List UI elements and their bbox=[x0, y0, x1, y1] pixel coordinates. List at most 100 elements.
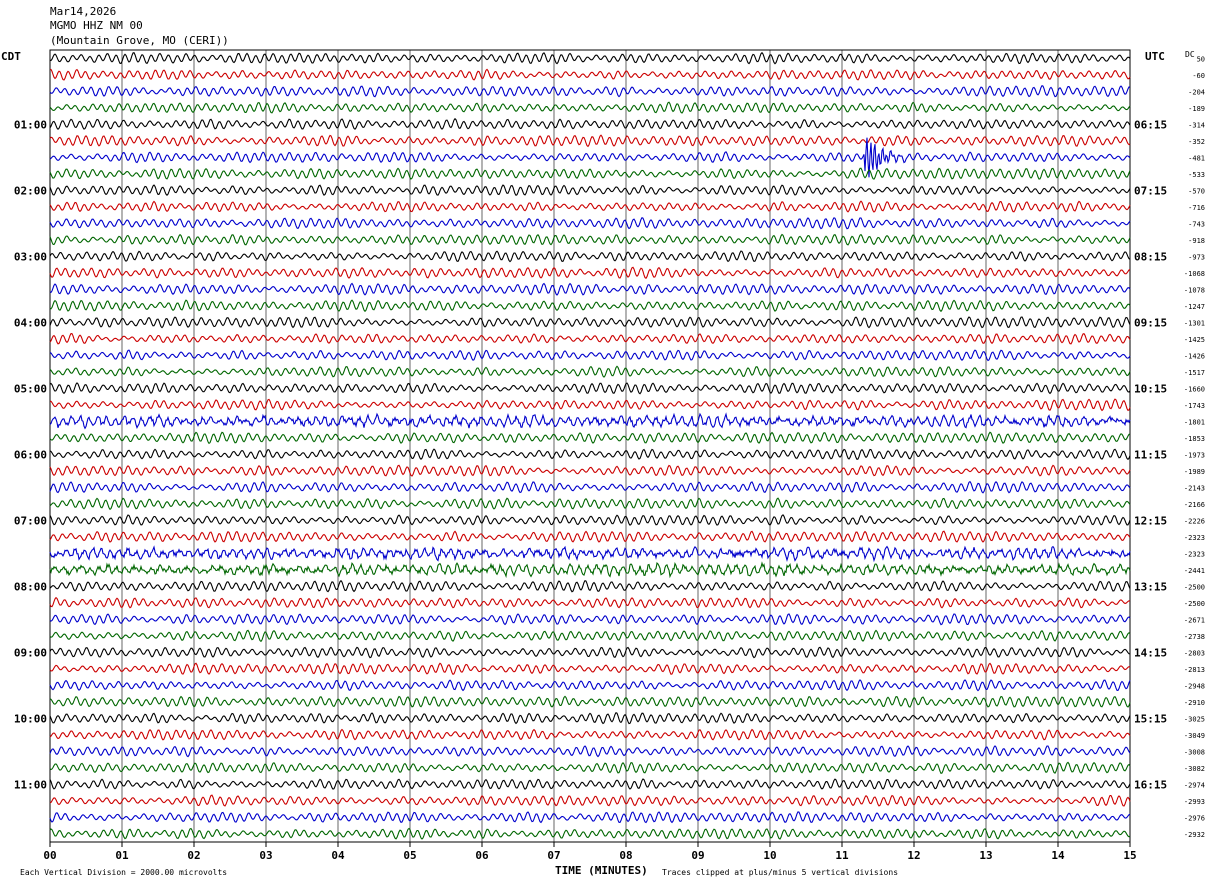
x-tick-label: 08 bbox=[619, 849, 632, 862]
cdt-hour-label: 11:00 bbox=[14, 778, 47, 791]
dc-offset-label: -743 bbox=[1188, 220, 1205, 228]
dc-offset-label: -2976 bbox=[1184, 814, 1205, 822]
trace-line bbox=[49, 431, 1131, 445]
trace-line bbox=[49, 761, 1131, 774]
trace-line bbox=[49, 412, 1131, 430]
cdt-hour-label: 08:00 bbox=[14, 580, 47, 593]
trace-line bbox=[49, 85, 1131, 98]
utc-hour-label: 14:15 bbox=[1134, 646, 1167, 659]
x-tick-label: 04 bbox=[331, 849, 345, 862]
dc-offset-label: -1426 bbox=[1184, 352, 1205, 360]
dc-offset-label: -2993 bbox=[1184, 798, 1205, 806]
dc-offset-label: -2738 bbox=[1184, 633, 1205, 641]
dc-offset-label: -352 bbox=[1188, 138, 1205, 146]
dc-offset-label: -60 bbox=[1192, 72, 1205, 80]
dc-offset-label: -918 bbox=[1188, 237, 1205, 245]
trace-line bbox=[49, 514, 1131, 526]
trace-line bbox=[49, 333, 1131, 345]
dc-offset-label: -2803 bbox=[1184, 649, 1205, 657]
dc-offset-label: -2932 bbox=[1184, 831, 1205, 839]
dc-offset-label: 50 bbox=[1197, 55, 1205, 63]
trace-line bbox=[49, 266, 1131, 279]
dc-offset-label: -1801 bbox=[1184, 418, 1205, 426]
dc-offset-label: -2948 bbox=[1184, 682, 1205, 690]
plot-grid bbox=[49, 50, 1131, 847]
cdt-hour-label: 06:00 bbox=[14, 448, 47, 461]
trace-line bbox=[49, 596, 1131, 609]
header-station: MGMO HHZ NM 00 bbox=[50, 19, 143, 32]
trace-line bbox=[49, 117, 1131, 130]
trace-line bbox=[49, 51, 1131, 65]
dc-offset-label: -189 bbox=[1188, 105, 1205, 113]
dc-offset-label: -1425 bbox=[1184, 336, 1205, 344]
dc-offset-label: -481 bbox=[1188, 154, 1205, 162]
trace-line bbox=[49, 365, 1131, 378]
x-tick-label: 15 bbox=[1123, 849, 1136, 862]
x-tick-label: 05 bbox=[403, 849, 416, 862]
trace-line bbox=[49, 646, 1131, 659]
header-location: (Mountain Grove, MO (CERI)) bbox=[50, 34, 229, 47]
utc-hour-label: 10:15 bbox=[1134, 382, 1167, 395]
trace-line bbox=[49, 167, 1131, 180]
utc-hour-label: 12:15 bbox=[1134, 514, 1167, 527]
dc-offset-label: -2910 bbox=[1184, 699, 1205, 707]
utc-hour-label: 15:15 bbox=[1134, 712, 1167, 725]
x-tick-label: 11 bbox=[835, 849, 849, 862]
trace-line bbox=[49, 101, 1131, 114]
dc-offset-label: -1660 bbox=[1184, 385, 1205, 393]
dc-offset-label: -2143 bbox=[1184, 484, 1205, 492]
x-tick-label: 07 bbox=[547, 849, 560, 862]
cdt-hour-label: 02:00 bbox=[14, 184, 47, 197]
trace-line bbox=[49, 299, 1131, 313]
trace-line bbox=[49, 728, 1131, 741]
dc-offset-label: -2974 bbox=[1184, 781, 1205, 789]
clipping-note: Traces clipped at plus/minus 5 vertical … bbox=[662, 868, 898, 877]
dc-offset-label: -533 bbox=[1188, 171, 1205, 179]
utc-hour-label: 13:15 bbox=[1134, 580, 1167, 593]
dc-offset-label: -3082 bbox=[1184, 765, 1205, 773]
utc-hour-label: 09:15 bbox=[1134, 316, 1167, 329]
cdt-hour-label: 07:00 bbox=[14, 514, 47, 527]
trace-line bbox=[49, 382, 1131, 395]
trace-line bbox=[49, 579, 1131, 593]
x-tick-label: 02 bbox=[187, 849, 200, 862]
trace-line bbox=[49, 613, 1131, 626]
dc-offset-label: -2323 bbox=[1184, 550, 1205, 558]
trace-line bbox=[49, 137, 1131, 178]
dc-offset-label: -3049 bbox=[1184, 732, 1205, 740]
dc-offset-label: -1068 bbox=[1184, 270, 1205, 278]
trace-line bbox=[49, 745, 1131, 758]
trace-line bbox=[49, 233, 1131, 246]
dc-offset-label: -1301 bbox=[1184, 319, 1205, 327]
dc-offset-label: -2323 bbox=[1184, 534, 1205, 542]
trace-line bbox=[49, 184, 1131, 197]
dc-offset-label: -1078 bbox=[1184, 286, 1205, 294]
dc-offset-label: -314 bbox=[1188, 121, 1205, 129]
cdt-hour-label: 09:00 bbox=[14, 646, 47, 659]
x-tick-label: 03 bbox=[259, 849, 272, 862]
dc-offset-label: -3025 bbox=[1184, 715, 1205, 723]
trace-line bbox=[49, 497, 1131, 511]
x-tick-label: 13 bbox=[979, 849, 992, 862]
x-tick-label: 06 bbox=[475, 849, 489, 862]
dc-offset-label: -2500 bbox=[1184, 600, 1205, 608]
x-tick-label: 14 bbox=[1051, 849, 1065, 862]
utc-hour-label: 11:15 bbox=[1134, 448, 1167, 461]
dc-offset-label: -1517 bbox=[1184, 369, 1205, 377]
trace-line bbox=[49, 530, 1131, 543]
dc-offset-label: -1853 bbox=[1184, 435, 1205, 443]
trace-line bbox=[49, 811, 1131, 824]
dc-offset-label: -2441 bbox=[1184, 567, 1205, 575]
cdt-label: CDT bbox=[1, 50, 21, 63]
trace-line bbox=[49, 827, 1131, 840]
trace-line bbox=[49, 250, 1131, 263]
trace-line bbox=[49, 695, 1131, 708]
trace-line bbox=[49, 134, 1131, 148]
trace-line bbox=[49, 480, 1131, 494]
x-tick-label: 09 bbox=[691, 849, 704, 862]
dc-offset-label: -1989 bbox=[1184, 468, 1205, 476]
trace-line bbox=[49, 464, 1131, 477]
dc-offset-label: -2226 bbox=[1184, 517, 1205, 525]
x-tick-label: 00 bbox=[43, 849, 56, 862]
